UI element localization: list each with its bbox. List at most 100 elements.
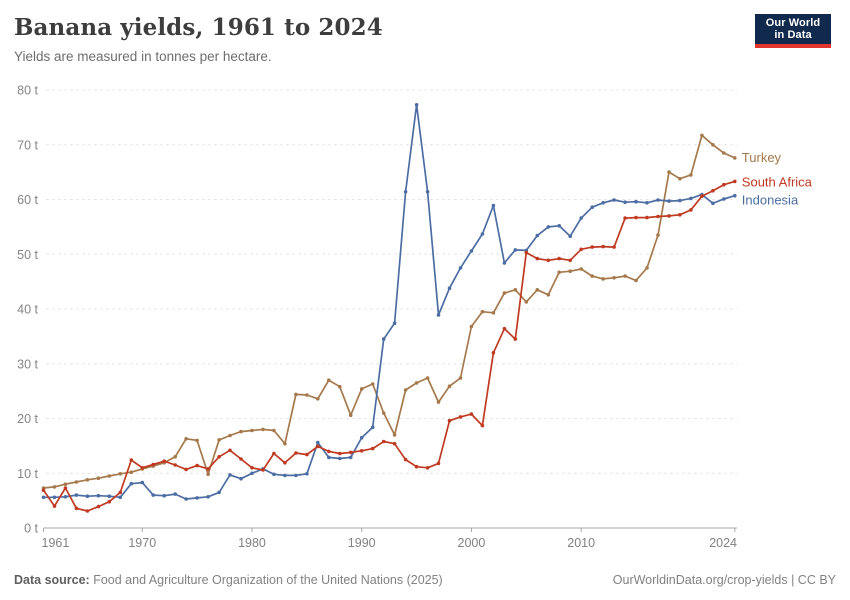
- data-point-south-africa-1983: [283, 461, 287, 465]
- data-point-south-africa-1999: [458, 415, 463, 419]
- data-source-text: Food and Agriculture Organization of the…: [89, 573, 443, 587]
- data-point-turkey-2019: [678, 176, 682, 181]
- data-point-indonesia-1970: [140, 480, 145, 485]
- data-point-indonesia-2000: [469, 249, 474, 253]
- data-point-indonesia-1962: [52, 495, 57, 500]
- data-point-turkey-1964: [74, 480, 79, 484]
- data-point-turkey-1962: [52, 485, 57, 489]
- data-point-indonesia-1980: [250, 471, 254, 476]
- owid-logo[interactable]: Our World in Data: [755, 14, 831, 48]
- data-point-south-africa-2018: [667, 214, 671, 218]
- data-point-south-africa-1980: [250, 466, 254, 470]
- data-point-south-africa-1965: [85, 509, 90, 513]
- chart-subtitle: Yields are measured in tonnes per hectar…: [14, 49, 272, 64]
- data-point-south-africa-2016: [645, 215, 649, 220]
- data-point-turkey-1997: [436, 400, 441, 404]
- data-point-south-africa-1961: [41, 488, 46, 493]
- data-point-indonesia-1989: [348, 455, 353, 460]
- data-point-indonesia-2009: [568, 234, 572, 238]
- data-point-turkey-1969: [129, 470, 134, 475]
- data-point-turkey-1998: [447, 384, 452, 389]
- data-point-indonesia-1997: [436, 313, 441, 317]
- data-point-south-africa-2015: [634, 215, 638, 220]
- data-point-south-africa-2006: [535, 256, 540, 261]
- data-point-turkey-2017: [656, 233, 660, 237]
- y-axis-label-0: 0 t: [24, 522, 38, 536]
- series-south-africa[interactable]: [41, 179, 737, 513]
- data-point-south-africa-2003: [502, 326, 507, 331]
- data-point-turkey-1999: [458, 376, 463, 380]
- data-point-turkey-1980: [250, 428, 254, 433]
- data-point-indonesia-1966: [96, 493, 101, 498]
- data-point-indonesia-1993: [392, 321, 397, 326]
- data-point-south-africa-1991: [370, 446, 375, 451]
- data-point-indonesia-2015: [634, 199, 638, 204]
- series-indonesia[interactable]: [41, 103, 737, 501]
- data-point-indonesia-2024: [733, 193, 737, 198]
- data-point-turkey-1963: [63, 482, 68, 487]
- data-point-indonesia-1969: [129, 481, 134, 486]
- series-line-turkey[interactable]: [42, 134, 736, 489]
- series-label-south-africa[interactable]: South Africa: [742, 174, 813, 189]
- data-point-south-africa-2004: [513, 337, 518, 341]
- data-point-turkey-1979: [239, 429, 243, 434]
- data-point-indonesia-2002: [491, 203, 496, 208]
- data-point-indonesia-2011: [590, 205, 594, 209]
- series-label-turkey[interactable]: Turkey: [742, 150, 782, 165]
- data-point-turkey-2011: [590, 274, 594, 278]
- owid-link[interactable]: OurWorldinData.org/crop-yields | CC BY: [612, 573, 836, 587]
- data-point-turkey-1987: [327, 378, 331, 383]
- data-point-turkey-2022: [711, 143, 715, 147]
- series-label-indonesia[interactable]: Indonesia: [742, 193, 799, 208]
- data-point-south-africa-2009: [568, 258, 572, 263]
- data-point-indonesia-2023: [722, 197, 726, 201]
- x-axis-label-1980: 1980: [238, 536, 266, 550]
- data-point-indonesia-2013: [612, 198, 616, 202]
- data-point-turkey-2002: [491, 311, 496, 315]
- data-point-south-africa-2023: [722, 182, 726, 187]
- series-turkey[interactable]: [41, 133, 737, 490]
- data-point-turkey-1984: [294, 392, 298, 397]
- data-point-indonesia-2006: [535, 233, 540, 238]
- data-point-indonesia-1984: [294, 473, 298, 478]
- data-point-indonesia-1971: [151, 493, 155, 497]
- data-point-turkey-2021: [700, 133, 704, 138]
- data-point-south-africa-1981: [261, 468, 265, 472]
- y-axis-label-80: 80 t: [17, 84, 38, 98]
- owid-logo-redbar: [755, 44, 831, 48]
- data-point-south-africa-2017: [656, 214, 660, 219]
- data-point-indonesia-2017: [656, 198, 660, 202]
- y-axis-label-20: 20 t: [17, 412, 38, 426]
- data-point-indonesia-1999: [458, 266, 463, 270]
- data-point-south-africa-2010: [579, 247, 583, 252]
- x-axis-label-2010: 2010: [567, 536, 595, 550]
- data-point-turkey-2023: [722, 151, 726, 155]
- data-point-south-africa-1985: [305, 452, 309, 457]
- data-point-south-africa-1968: [118, 490, 123, 495]
- series-line-indonesia[interactable]: [42, 103, 736, 500]
- data-point-turkey-1988: [338, 384, 342, 389]
- data-point-turkey-1991: [370, 382, 375, 386]
- data-point-indonesia-1991: [370, 425, 375, 430]
- data-point-south-africa-1974: [184, 467, 188, 472]
- data-point-south-africa-2007: [546, 258, 551, 263]
- data-point-turkey-2005: [524, 300, 529, 304]
- data-point-turkey-1985: [305, 393, 309, 397]
- data-point-turkey-1993: [392, 433, 397, 437]
- data-point-indonesia-1996: [425, 190, 430, 194]
- y-axis-label-70: 70 t: [17, 138, 38, 152]
- x-axis-label-2000: 2000: [458, 536, 486, 550]
- data-point-turkey-2018: [667, 170, 671, 174]
- data-point-turkey-2012: [601, 277, 605, 281]
- y-axis-label-50: 50 t: [17, 248, 38, 262]
- owid-logo-line2: in Data: [774, 29, 812, 41]
- data-point-indonesia-1976: [206, 495, 210, 499]
- owid-logo-box: Our World in Data: [755, 14, 831, 44]
- data-point-turkey-2007: [546, 293, 551, 297]
- series-line-south-africa[interactable]: [42, 180, 736, 512]
- data-point-south-africa-1997: [436, 461, 441, 466]
- data-point-south-africa-1977: [217, 455, 221, 459]
- data-point-indonesia-1972: [162, 493, 166, 498]
- data-point-south-africa-1973: [173, 463, 177, 467]
